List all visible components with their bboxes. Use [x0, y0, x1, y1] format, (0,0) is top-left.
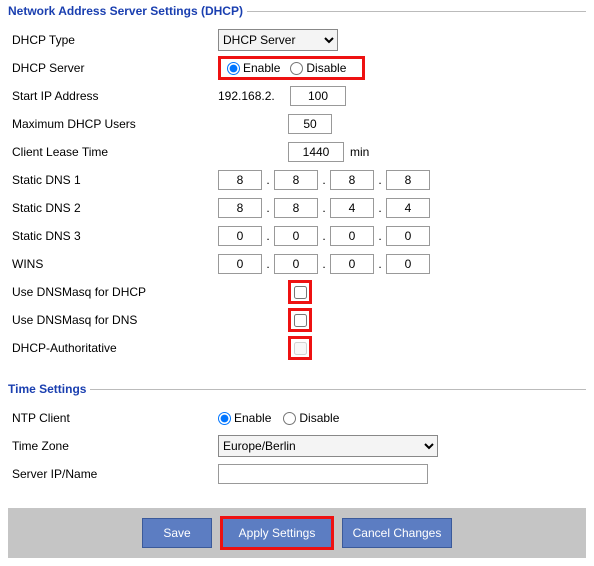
- server-ip-label: Server IP/Name: [8, 467, 218, 481]
- lease-unit: min: [350, 145, 369, 159]
- dns1-label: Static DNS 1: [8, 173, 218, 187]
- dns1-o2-input[interactable]: [274, 170, 318, 190]
- dns1-o3-input[interactable]: [330, 170, 374, 190]
- dns3-label: Static DNS 3: [8, 229, 218, 243]
- dns2-o3-input[interactable]: [330, 198, 374, 218]
- wins-o4-input[interactable]: [386, 254, 430, 274]
- start-ip-prefix: 192.168.2.: [218, 89, 288, 103]
- dhcp-auth-highlight: [288, 336, 312, 360]
- dnsmasq-dhcp-checkbox[interactable]: [294, 286, 307, 299]
- dns1-o4-input[interactable]: [386, 170, 430, 190]
- max-users-input[interactable]: [288, 114, 332, 134]
- wins-o1-input[interactable]: [218, 254, 262, 274]
- dns3-o2-input[interactable]: [274, 226, 318, 246]
- dns2-o2-input[interactable]: [274, 198, 318, 218]
- dnsmasq-dns-label: Use DNSMasq for DNS: [8, 313, 218, 327]
- dhcp-auth-checkbox: [294, 342, 307, 355]
- dns2-label: Static DNS 2: [8, 201, 218, 215]
- dns3-o3-input[interactable]: [330, 226, 374, 246]
- wins-o3-input[interactable]: [330, 254, 374, 274]
- time-fieldset: Time Settings NTP Client Enable Disable …: [8, 382, 586, 492]
- max-users-label: Maximum DHCP Users: [8, 117, 218, 131]
- dnsmasq-dns-checkbox[interactable]: [294, 314, 307, 327]
- tz-select[interactable]: Europe/Berlin: [218, 435, 438, 457]
- start-ip-label: Start IP Address: [8, 89, 218, 103]
- start-ip-lastoctet-input[interactable]: [290, 86, 346, 106]
- dns3-o1-input[interactable]: [218, 226, 262, 246]
- ntp-enable-radio[interactable]: Enable: [218, 411, 271, 425]
- dhcp-server-highlight: Enable Disable: [218, 56, 365, 80]
- dhcp-server-label: DHCP Server: [8, 61, 218, 75]
- button-bar: Save Apply Settings Cancel Changes: [8, 508, 586, 558]
- wins-label: WINS: [8, 257, 218, 271]
- lease-input[interactable]: [288, 142, 344, 162]
- dhcp-type-select[interactable]: DHCP Server: [218, 29, 338, 51]
- dns1-o1-input[interactable]: [218, 170, 262, 190]
- tz-label: Time Zone: [8, 439, 218, 453]
- dhcp-server-enable-radio[interactable]: Enable: [227, 61, 280, 75]
- wins-o2-input[interactable]: [274, 254, 318, 274]
- dhcp-auth-label: DHCP-Authoritative: [8, 341, 218, 355]
- dhcp-server-disable-radio[interactable]: Disable: [290, 61, 346, 75]
- server-ip-input[interactable]: [218, 464, 428, 484]
- dhcp-legend: Network Address Server Settings (DHCP): [8, 4, 247, 18]
- dnsmasq-dns-highlight: [288, 308, 312, 332]
- dnsmasq-dhcp-label: Use DNSMasq for DHCP: [8, 285, 218, 299]
- dhcp-fieldset: Network Address Server Settings (DHCP) D…: [8, 4, 586, 366]
- dns2-o1-input[interactable]: [218, 198, 262, 218]
- ntp-label: NTP Client: [8, 411, 218, 425]
- cancel-changes-button[interactable]: Cancel Changes: [342, 518, 452, 548]
- dns3-o4-input[interactable]: [386, 226, 430, 246]
- save-button[interactable]: Save: [142, 518, 212, 548]
- dhcp-type-label: DHCP Type: [8, 33, 218, 47]
- dnsmasq-dhcp-highlight: [288, 280, 312, 304]
- dns2-o4-input[interactable]: [386, 198, 430, 218]
- lease-label: Client Lease Time: [8, 145, 218, 159]
- time-legend: Time Settings: [8, 382, 90, 396]
- apply-settings-button[interactable]: Apply Settings: [222, 518, 332, 548]
- ntp-disable-radio[interactable]: Disable: [283, 411, 339, 425]
